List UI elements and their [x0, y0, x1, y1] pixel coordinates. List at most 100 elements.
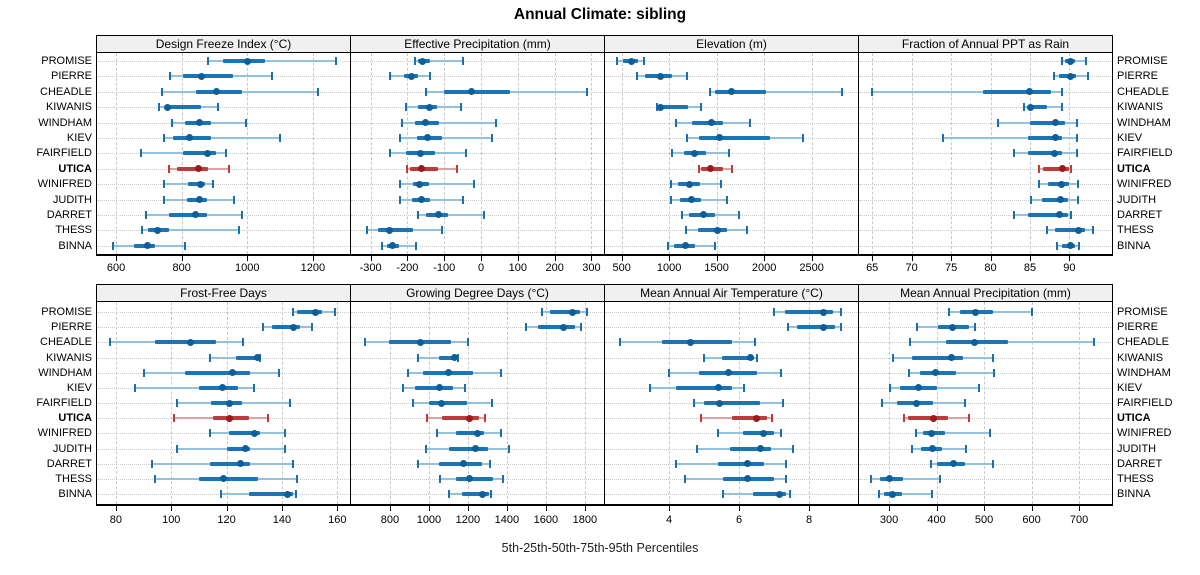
median-dot-pierre: [407, 72, 415, 80]
whisker-cap-low-darret: [144, 210, 147, 219]
iqr-band-kiev: [1027, 135, 1063, 140]
median-dot-winifred: [1058, 180, 1065, 188]
median-dot-windham: [931, 369, 939, 377]
x-tick: [889, 506, 890, 511]
whisker-cap-high-kiwanis: [1060, 103, 1063, 112]
whisker-cap-low-pierre: [389, 72, 392, 81]
whisker-cap-high-winifred: [988, 429, 991, 438]
whisker-cap-high-kiev: [464, 383, 466, 392]
whisker-cap-high-binna: [788, 490, 791, 499]
whisker-cap-low-judith: [162, 195, 165, 204]
whisker-cap-high-utica: [456, 164, 459, 173]
median-dot-promise: [243, 57, 251, 65]
whisker-cap-high-windham: [748, 118, 751, 127]
whisker-cap-high-kiev: [978, 383, 981, 392]
x-tick-label: 100: [162, 514, 181, 526]
whisker-cap-low-cheadle: [424, 87, 427, 96]
median-dot-kiev: [914, 384, 922, 392]
site-label-right-thess: THESS: [1117, 473, 1154, 485]
iqr-band-thess: [698, 228, 728, 233]
x-tick: [1079, 506, 1080, 511]
x-tick: [991, 256, 992, 261]
whisker-cap-low-fairfield: [880, 399, 883, 408]
chart-title: Annual Climate: sibling: [513, 6, 687, 23]
whisker-cap-high-pierre: [974, 323, 976, 332]
median-dot-judith: [1057, 196, 1065, 203]
median-dot-thess: [744, 475, 752, 483]
x-tick-label: 1400: [494, 514, 520, 526]
iqr-band-kiwanis: [721, 355, 754, 360]
x-tick-label: 1000: [235, 262, 260, 274]
whisker-range-kiev: [163, 136, 281, 139]
x-tick-label: 1200: [455, 514, 481, 526]
iqr-band-winifred: [742, 431, 775, 436]
whisker-cap-low-thess: [684, 226, 687, 235]
median-dot-kiwanis: [426, 103, 433, 111]
whisker-cap-high-binna: [294, 490, 297, 499]
iqr-band-kiev: [676, 385, 733, 390]
panel-header-mean-annual-air-temperature-c: Mean Annual Air Temperature (°C): [604, 284, 858, 302]
x-tick-label: 1600: [533, 514, 559, 526]
whisker-cap-low-kiwanis: [655, 103, 658, 112]
whisker-cap-low-thess: [869, 474, 872, 483]
x-tick-label: 65: [866, 262, 879, 274]
whisker-cap-high-winifred: [720, 180, 723, 189]
whisker-cap-high-kiwanis: [992, 353, 995, 362]
whisker-cap-low-cheadle: [709, 87, 712, 96]
whisker-cap-high-kiwanis: [459, 103, 462, 112]
site-label-right-thess: THESS: [1117, 224, 1154, 236]
whisker-cap-low-thess: [365, 226, 368, 235]
x-tick: [739, 506, 740, 511]
iqr-band-kiwanis: [236, 355, 259, 360]
site-label-left-promise: PROMISE: [41, 55, 92, 67]
whisker-cap-high-winifred: [780, 429, 783, 438]
whisker-range-thess: [142, 229, 240, 232]
median-dot-judith: [472, 445, 480, 453]
whisker-cap-high-winifred: [472, 180, 475, 189]
x-tick: [227, 506, 228, 511]
whisker-cap-high-windham: [494, 118, 497, 127]
x-tick-label: 140: [272, 514, 292, 526]
whisker-range-winifred: [400, 183, 474, 186]
whisker-cap-high-judith: [507, 444, 510, 453]
whisker-cap-low-cheadle: [109, 338, 112, 347]
iqr-band-kiwanis: [911, 355, 963, 360]
whisker-cap-low-promise: [206, 57, 209, 65]
row-gridline: [351, 76, 603, 77]
iqr-band-fairfield: [428, 401, 467, 406]
whisker-cap-low-kiev: [942, 133, 945, 142]
whisker-cap-low-judith: [175, 444, 178, 453]
whisker-cap-high-fairfield: [1075, 149, 1078, 158]
site-label-right-kiev: KIEV: [1117, 132, 1143, 144]
whisker-cap-low-kiwanis: [417, 353, 420, 362]
iqr-band-judith: [1041, 197, 1068, 202]
row-gridline: [859, 230, 1111, 231]
row-gridline: [859, 418, 1111, 419]
site-label-right-darret: DARRET: [1117, 209, 1163, 221]
whisker-cap-high-kiev: [253, 383, 256, 392]
row-gridline: [859, 215, 1111, 216]
whisker-cap-low-promise: [616, 57, 619, 65]
whisker-cap-low-kiwanis: [208, 353, 211, 362]
site-label-right-fairfield: FAIRFIELD: [1117, 397, 1173, 409]
row-gridline: [351, 358, 603, 359]
median-dot-pierre: [559, 323, 567, 331]
site-label-left-darret: DARRET: [46, 458, 92, 470]
iqr-band-darret: [168, 212, 208, 217]
whisker-cap-low-windham: [142, 368, 145, 377]
median-dot-windham: [422, 119, 430, 127]
whisker-cap-low-binna: [111, 241, 114, 250]
whisker-cap-low-winifred: [162, 180, 165, 189]
x-tick-label: 1200: [300, 262, 326, 274]
whisker-cap-high-promise: [333, 308, 336, 316]
whisker-cap-low-thess: [153, 474, 156, 483]
whisker-cap-high-kiev: [801, 133, 804, 142]
row-gridline: [351, 388, 603, 389]
whisker-cap-low-winifred: [670, 180, 673, 189]
whisker-cap-low-windham: [170, 118, 173, 127]
median-dot-utica: [929, 414, 937, 422]
whisker-cap-low-utica: [699, 414, 702, 423]
whisker-range-cheadle: [872, 90, 1062, 93]
whisker-cap-high-binna: [1077, 241, 1080, 250]
median-dot-utica: [417, 165, 425, 173]
